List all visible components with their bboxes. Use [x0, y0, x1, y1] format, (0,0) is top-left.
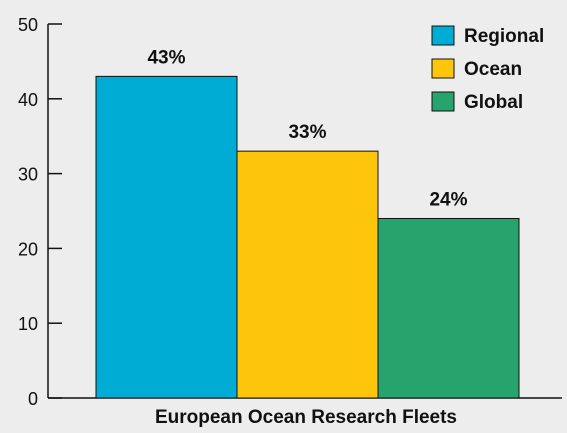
- legend-label-global: Global: [464, 92, 523, 113]
- legend-swatch-ocean: [431, 58, 455, 79]
- chart-bars: [95, 75, 520, 399]
- y-tick-label: 10: [18, 314, 38, 334]
- y-tick-label: 30: [18, 165, 38, 185]
- y-tick-label: 0: [28, 389, 38, 409]
- bar-ocean: [236, 150, 379, 399]
- data-label-ocean: 33%: [288, 122, 326, 143]
- legend-swatch-global: [431, 91, 455, 112]
- chart-legend: Regional Ocean Global: [431, 25, 544, 113]
- data-label-global: 24%: [429, 189, 467, 210]
- legend-label-ocean: Ocean: [464, 59, 522, 80]
- legend-swatch-regional: [431, 25, 455, 46]
- y-tick-label: 50: [18, 15, 38, 35]
- legend-label-regional: Regional: [464, 26, 544, 47]
- data-label-regional: 43%: [147, 47, 185, 68]
- bar-global: [377, 217, 520, 399]
- x-axis-label: European Ocean Research Fleets: [155, 407, 457, 428]
- chart-data-labels: 43% 33% 24%: [147, 47, 467, 210]
- bar-regional: [95, 75, 238, 399]
- y-tick-label: 40: [18, 90, 38, 110]
- y-tick-label: 20: [18, 239, 38, 259]
